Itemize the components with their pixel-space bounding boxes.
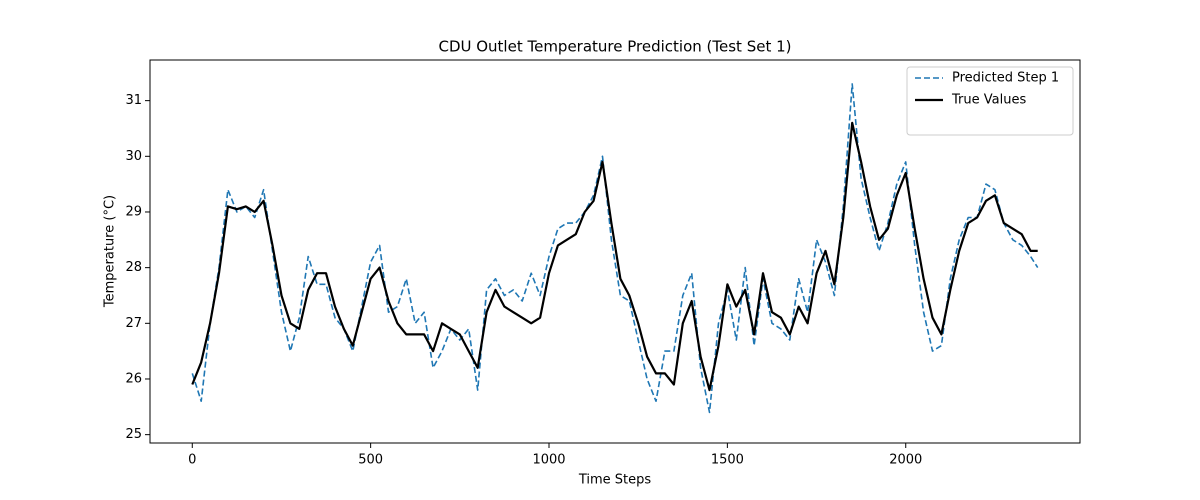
- series-line: [191, 121, 1038, 392]
- x-tick-label: 0: [188, 453, 196, 468]
- y-tick-label: 28: [125, 260, 142, 275]
- x-axis-label: Time Steps: [578, 473, 652, 488]
- y-tick-label: 31: [125, 93, 142, 108]
- plot-frame: [149, 59, 1081, 444]
- y-tick-label: 29: [125, 204, 142, 219]
- y-tick-label: 26: [125, 371, 142, 386]
- series-line: [191, 83, 1039, 414]
- legend-label: Predicted Step 1: [952, 71, 1059, 86]
- y-tick-label: 30: [125, 149, 142, 164]
- legend-box: [906, 66, 1074, 136]
- legend-label: True Values: [951, 93, 1026, 108]
- x-tick-label: 500: [358, 453, 383, 468]
- x-tick-label: 1500: [711, 453, 744, 468]
- y-axis-label: Temperature (°C): [103, 195, 118, 308]
- y-tick-label: 27: [125, 316, 142, 331]
- y-tick-label: 25: [125, 427, 142, 442]
- x-tick-label: 1000: [532, 453, 565, 468]
- x-tick-label: 2000: [889, 453, 922, 468]
- chart-title: CDU Outlet Temperature Prediction (Test …: [438, 38, 791, 56]
